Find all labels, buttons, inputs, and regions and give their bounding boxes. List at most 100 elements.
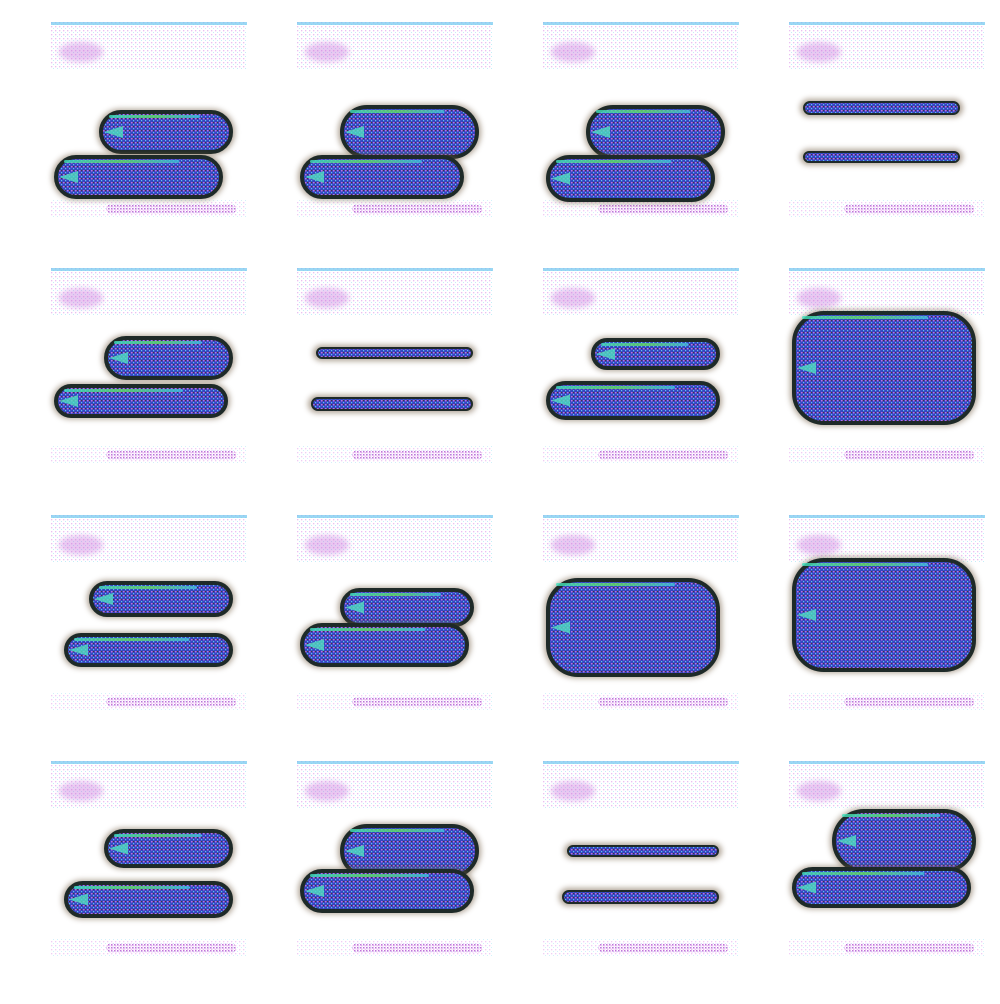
blob-highlight — [802, 563, 928, 566]
top-smudge — [59, 42, 103, 62]
sample-image — [51, 761, 247, 957]
blob — [591, 338, 720, 370]
blob-tip — [94, 593, 113, 605]
sample-image — [297, 22, 493, 218]
blob-highlight — [350, 829, 445, 832]
top-edge — [543, 761, 739, 764]
blob — [104, 829, 233, 868]
top-edge — [297, 268, 493, 271]
bottom-band — [844, 204, 974, 214]
blob-tip — [345, 126, 364, 138]
bottom-band — [352, 204, 482, 214]
blob-tip — [797, 609, 816, 621]
top-edge — [51, 515, 247, 518]
sample-image — [789, 22, 985, 218]
bottom-band — [352, 697, 482, 707]
bottom-band — [598, 450, 728, 460]
blob-highlight — [64, 389, 183, 392]
blob-highlight — [114, 341, 202, 344]
blob-highlight — [556, 160, 672, 163]
top-edge — [789, 268, 985, 271]
blob — [546, 155, 715, 202]
top-smudge — [797, 781, 841, 801]
sample-image — [297, 761, 493, 957]
bottom-band — [352, 943, 482, 953]
bottom-band — [844, 450, 974, 460]
blob — [311, 397, 473, 411]
blob-highlight — [601, 343, 689, 346]
blob — [792, 558, 976, 672]
blob-highlight — [99, 586, 197, 589]
blob-tip — [305, 639, 324, 651]
sample-image — [543, 515, 739, 711]
bottom-band — [106, 697, 236, 707]
sample-image — [543, 22, 739, 218]
bottom-band — [106, 943, 236, 953]
top-smudge — [797, 42, 841, 62]
top-smudge — [305, 535, 349, 555]
top-edge — [51, 22, 247, 25]
blob-tip — [345, 845, 364, 857]
blob — [300, 155, 464, 199]
blob — [300, 623, 469, 667]
blob — [803, 151, 960, 163]
blob — [792, 867, 971, 908]
blob-tip — [59, 171, 78, 183]
sample-image — [789, 268, 985, 464]
bottom-band — [106, 450, 236, 460]
blob-highlight — [109, 115, 200, 118]
top-edge — [543, 515, 739, 518]
top-edge — [51, 761, 247, 764]
blob-highlight — [350, 593, 441, 596]
blob-tip — [305, 171, 324, 183]
top-smudge — [551, 42, 595, 62]
top-smudge — [59, 535, 103, 555]
blob-highlight — [802, 872, 925, 875]
blob-tip — [596, 348, 615, 360]
blob — [104, 336, 233, 380]
bottom-band — [844, 697, 974, 707]
blob-highlight — [556, 583, 675, 586]
top-edge — [51, 268, 247, 271]
blob-tip — [797, 362, 816, 374]
blob-tip — [551, 621, 570, 634]
blob-tip — [109, 352, 128, 364]
blob-tip — [305, 885, 324, 897]
blob-highlight — [556, 386, 675, 389]
bottom-band — [844, 943, 974, 953]
blob-highlight — [74, 886, 190, 889]
bottom-band — [598, 204, 728, 214]
blob — [64, 633, 233, 667]
blob-tip — [837, 835, 856, 847]
blob-highlight — [74, 638, 190, 641]
sample-image — [543, 761, 739, 957]
bottom-band — [598, 943, 728, 953]
blob — [99, 110, 233, 154]
blob-tip — [59, 395, 78, 407]
sample-image — [51, 268, 247, 464]
top-smudge — [305, 781, 349, 801]
top-edge — [789, 22, 985, 25]
blob-highlight — [842, 814, 940, 817]
blob-tip — [797, 881, 816, 894]
top-edge — [789, 761, 985, 764]
blob-highlight — [802, 316, 928, 319]
top-smudge — [59, 288, 103, 308]
bottom-band — [352, 450, 482, 460]
top-smudge — [797, 288, 841, 308]
blob — [300, 869, 474, 913]
blob — [54, 384, 228, 418]
blob — [546, 578, 720, 677]
blob — [803, 101, 960, 115]
top-smudge — [59, 781, 103, 801]
blob-tip — [69, 893, 88, 906]
blob-highlight — [310, 874, 429, 877]
blob-tip — [551, 172, 570, 185]
sample-image — [543, 268, 739, 464]
blob — [546, 381, 720, 420]
sample-image — [789, 761, 985, 957]
top-smudge — [797, 535, 841, 555]
top-edge — [543, 268, 739, 271]
blob-highlight — [310, 160, 422, 163]
